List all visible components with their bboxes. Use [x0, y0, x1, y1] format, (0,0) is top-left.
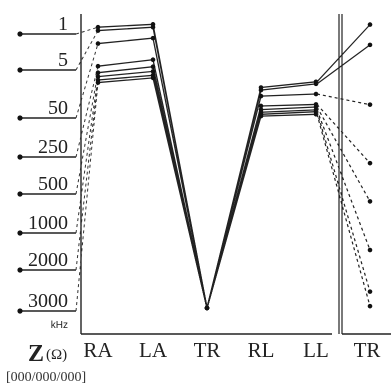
- frequency-axis: 1 5 50 250 500 1000 2000 3000 kHz: [17, 13, 332, 335]
- frequency-dot: [17, 154, 23, 160]
- right-panel: [316, 14, 391, 335]
- series-point: [150, 24, 156, 30]
- frequency-dot: [17, 267, 23, 273]
- right-panel-line: [316, 109, 371, 251]
- right-panel-line: [316, 44, 371, 85]
- series-point: [313, 81, 319, 87]
- frequency-dot: [17, 31, 23, 37]
- right-panel-line: [316, 24, 371, 83]
- right-panel-point: [367, 199, 373, 204]
- series-point: [150, 35, 156, 41]
- category-label: RA: [83, 338, 113, 362]
- frequency-label: 2000: [28, 249, 68, 271]
- series-point: [95, 70, 101, 75]
- connector-lines: [75, 26, 99, 312]
- series-point: [258, 103, 264, 109]
- category-label: RL: [248, 338, 275, 362]
- frequency-label: 1: [58, 13, 68, 35]
- right-panel-point: [367, 102, 373, 107]
- series-point: [313, 91, 319, 97]
- category-labels: RA LA TR RL LL TR: [83, 338, 380, 362]
- series-point: [150, 75, 156, 81]
- series-point: [95, 74, 101, 79]
- series-point: [95, 63, 101, 69]
- frequency-dot: [17, 308, 23, 314]
- connector-line: [75, 72, 99, 195]
- impedance-axis-label: Z: [28, 341, 44, 367]
- right-panel-point: [367, 22, 373, 27]
- frequency-label: 1000: [28, 212, 68, 234]
- category-label: TR: [194, 338, 221, 362]
- connector-line: [75, 43, 99, 119]
- frequency-label: 5: [58, 49, 68, 71]
- series-point: [150, 69, 156, 74]
- series-line: [97, 37, 317, 309]
- series-lines: [95, 22, 319, 311]
- right-panel-point: [367, 247, 373, 253]
- frequency-label: 500: [38, 173, 68, 195]
- frequency-dot: [17, 67, 23, 73]
- right-panel-point: [367, 289, 373, 294]
- connector-line: [75, 79, 99, 271]
- right-panel-line: [316, 111, 371, 292]
- category-label: LA: [139, 338, 168, 362]
- series-point: [258, 113, 264, 119]
- right-panel-line: [316, 106, 371, 202]
- category-label: LL: [303, 338, 329, 362]
- right-panel-point: [367, 160, 373, 166]
- right-panel-point: [367, 303, 373, 309]
- footer-code: [000/000/000]: [6, 370, 87, 385]
- right-panel-line: [316, 104, 371, 164]
- series-line: [97, 74, 317, 309]
- series-line: [97, 66, 317, 309]
- frequency-dot: [17, 230, 23, 236]
- impedance-unit-label: (Ω): [46, 347, 67, 363]
- series-line: [97, 58, 317, 309]
- frequency-label: 50: [48, 97, 68, 119]
- series-point: [258, 87, 264, 93]
- series-point: [95, 28, 101, 33]
- frequency-dot: [17, 115, 23, 121]
- series-line: [97, 70, 317, 309]
- frequency-label: 250: [38, 136, 68, 158]
- series-line: [97, 77, 317, 309]
- connector-line: [75, 66, 99, 158]
- frequency-label: 3000: [28, 290, 68, 312]
- impedance-chart: 1 5 50 250 500 1000 2000 3000 kHz RA LA TR RL LL TR Z…: [17, 13, 391, 367]
- connector-line: [75, 82, 99, 312]
- series-point: [95, 80, 101, 85]
- right-panel-line: [316, 114, 371, 307]
- series-point: [150, 64, 156, 70]
- right-panel-line: [316, 93, 371, 106]
- connector-line: [75, 30, 99, 71]
- connector-line: [75, 76, 99, 234]
- frequency-dot: [17, 191, 23, 197]
- series-line: [97, 23, 317, 309]
- series-point: [204, 305, 210, 311]
- right-panel-point: [367, 42, 373, 48]
- series-point: [258, 93, 264, 99]
- right-panel-category-label: TR: [354, 338, 381, 362]
- series-point: [95, 24, 101, 30]
- series-point: [95, 41, 101, 46]
- connector-line: [75, 26, 99, 35]
- frequency-unit-label: kHz: [51, 320, 68, 331]
- series-point: [150, 57, 156, 62]
